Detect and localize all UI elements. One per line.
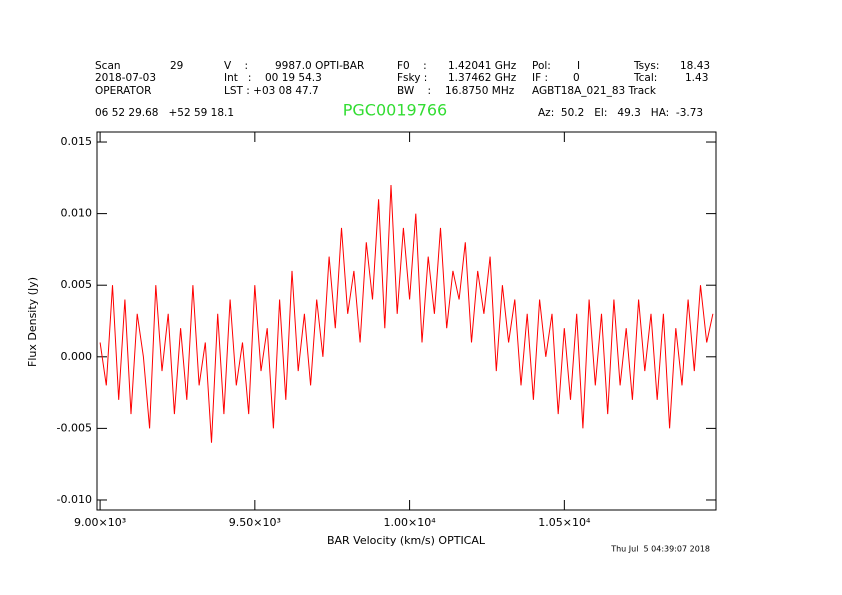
header-text: Az: 50.2 El: 49.3 HA: -3.73 [538,107,703,119]
x-tick-label: 1.00×10⁴ [384,516,437,529]
header-text: 00 19 54.3 [265,72,322,84]
header-text: 2018-07-03 [95,72,156,84]
header-text: Pol: [532,60,551,72]
header-text: 9987.0 OPTI-BAR [275,60,364,72]
header-text: V : [224,60,248,72]
timestamp: Thu Jul 5 04:39:07 2018 [610,545,710,554]
y-tick-label: 0.005 [61,278,93,291]
header-text: Tsys: [633,60,659,72]
y-tick-label: 0.000 [61,350,93,363]
header-text: 29 [170,60,183,72]
header-text: BW : [397,85,431,97]
chart-title: PGC0019766 [343,101,447,120]
header-text: F0 : [397,60,427,72]
x-tick-label: 9.50×10³ [229,516,281,529]
y-tick-label: 0.010 [61,207,93,220]
x-axis-label: BAR Velocity (km/s) OPTICAL [327,534,486,547]
header-text: I [577,60,580,72]
header-text: 16.8750 MHz [445,85,515,97]
header-text: IF : [532,72,548,84]
x-tick-label: 9.00×10³ [74,516,126,529]
header-text: LST : +03 08 47.7 [224,85,319,97]
header-text: AGBT18A_021_83 Track [532,85,657,97]
header-text: Scan [95,60,121,72]
header-text: 1.37462 GHz [448,72,517,84]
header-text: OPERATOR [95,85,151,97]
header-text: 1.43 [685,72,708,84]
spectrum-line [99,184,714,443]
header-text: 1.42041 GHz [448,60,517,72]
header-text: Tcal: [633,72,657,84]
header-text: 06 52 29.68 +52 59 18.1 [95,107,234,119]
x-tick-label: 1.05×10⁴ [538,516,591,529]
header-text: 18.43 [680,60,710,72]
y-axis-label: Flux Density (Jy) [26,277,39,367]
y-tick-label: -0.005 [57,421,92,434]
header-text: Int : [224,72,251,84]
y-tick-label: -0.010 [57,493,92,506]
y-tick-label: 0.015 [61,135,93,148]
header-text: Fsky : [397,72,427,84]
header-text: 0 [573,72,580,84]
plot-frame [96,131,717,511]
